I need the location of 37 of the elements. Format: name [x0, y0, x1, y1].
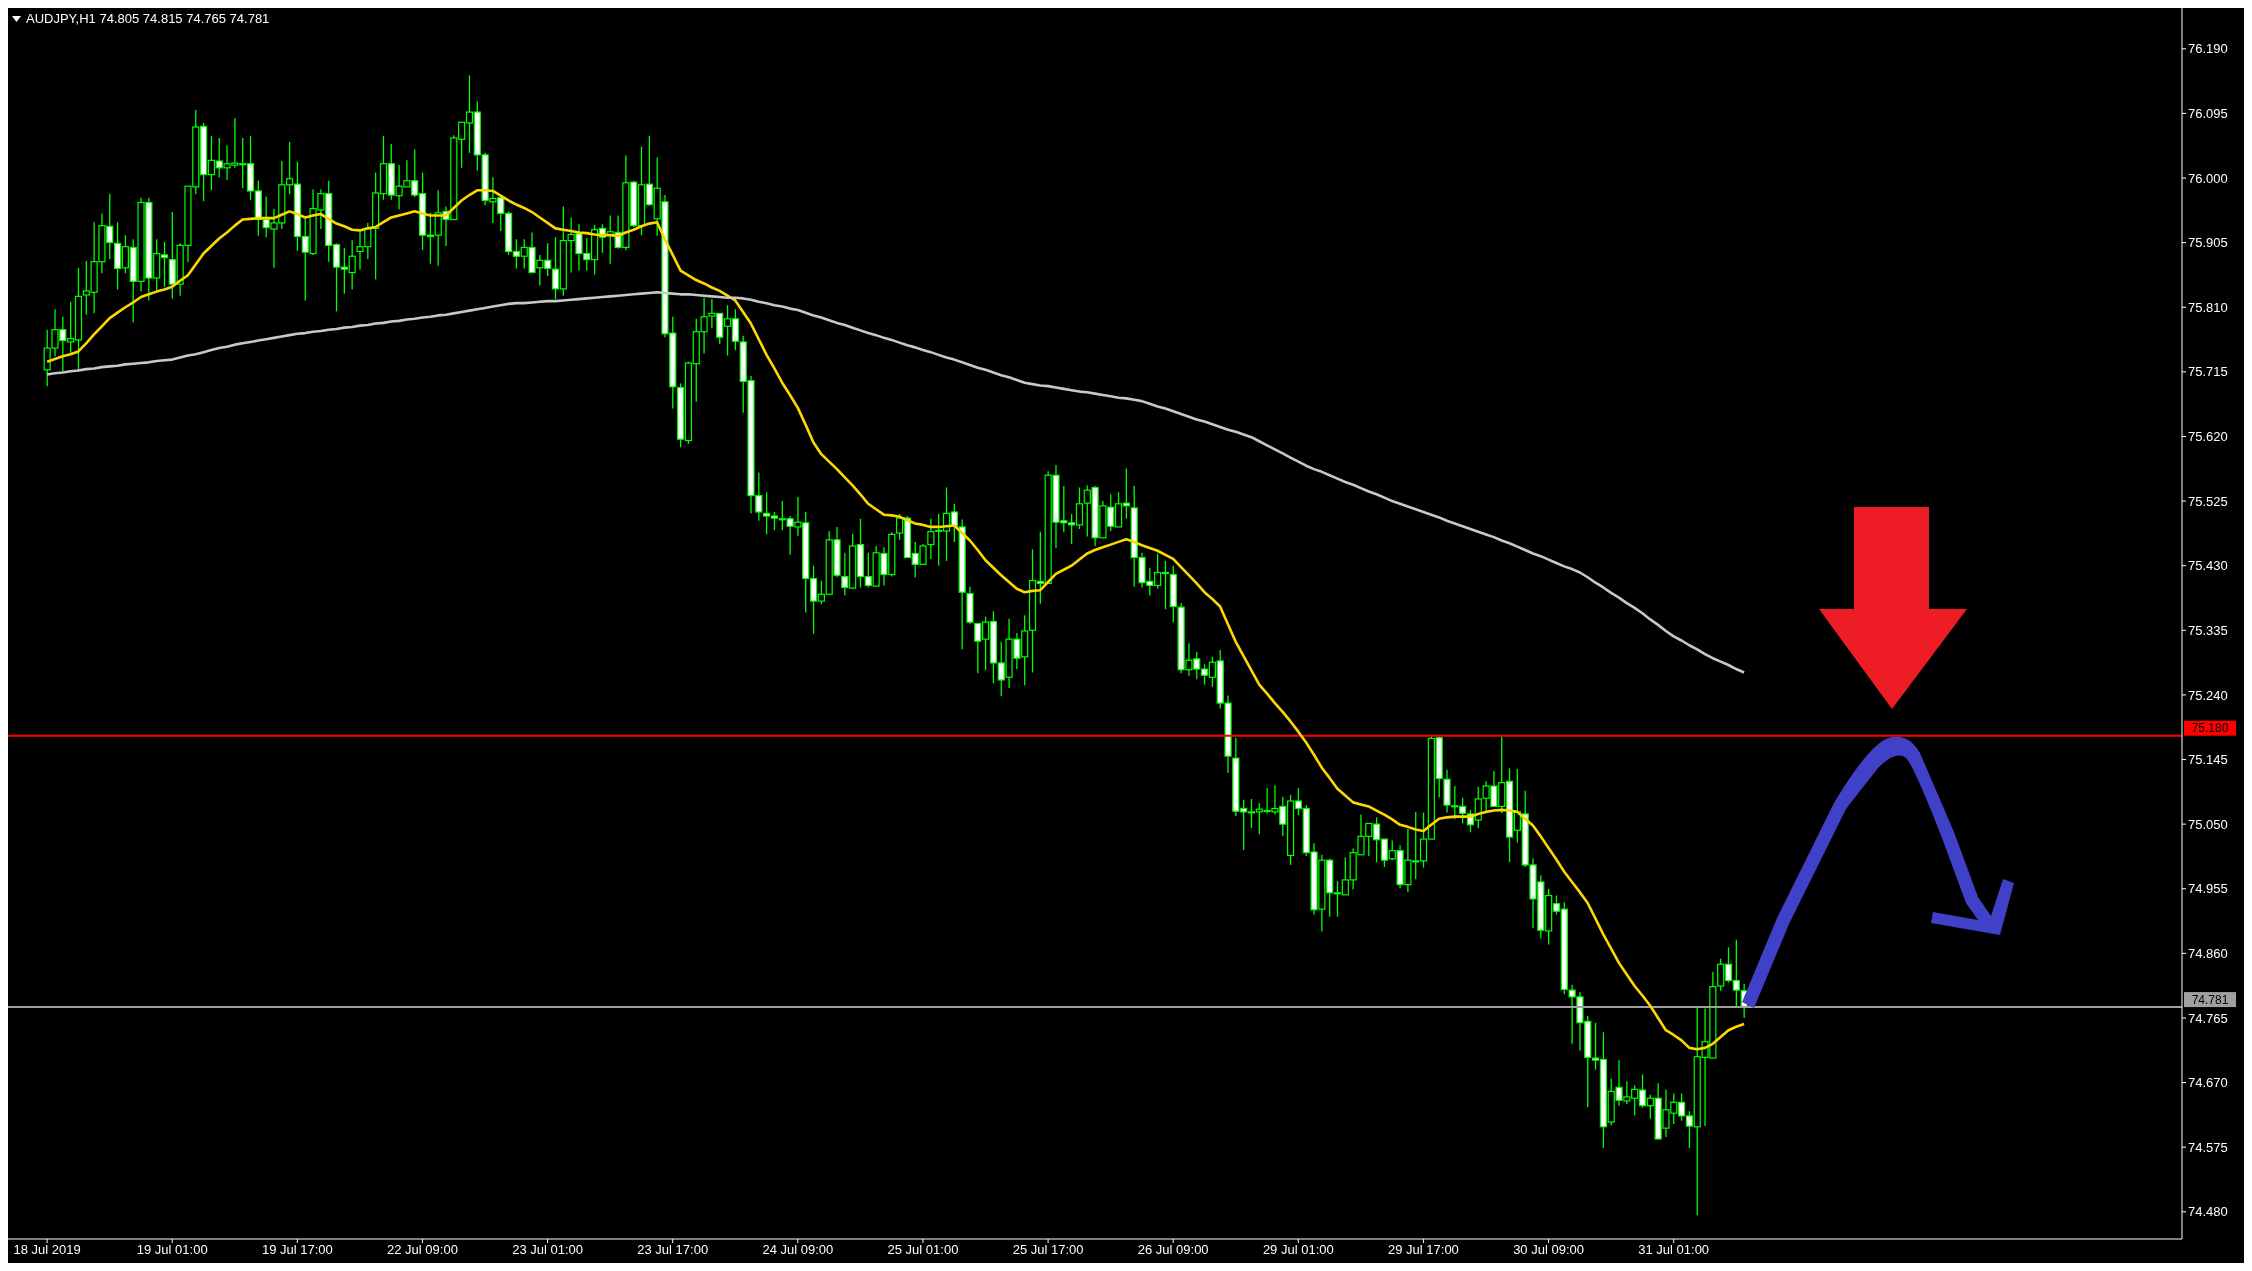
x-tick-label: 24 Jul 09:00 — [762, 1242, 834, 1258]
y-tick-label: 75.335 — [2188, 622, 2228, 638]
y-tick-label: 74.765 — [2188, 1010, 2228, 1026]
x-tick-label: 19 Jul 17:00 — [261, 1242, 333, 1258]
y-tick-label: 74.670 — [2188, 1075, 2228, 1091]
y-tick-label: 75.240 — [2188, 687, 2228, 703]
line-series — [45, 290, 1746, 674]
y-tick-label: 74.955 — [2188, 881, 2228, 897]
x-tick-label: 25 Jul 17:00 — [1012, 1242, 1084, 1258]
y-tick-label: 75.715 — [2188, 364, 2228, 380]
y-tick-label: 75.620 — [2188, 429, 2228, 445]
y-tick-label: 74.860 — [2188, 945, 2228, 961]
x-tick-label: 30 Jul 09:00 — [1513, 1242, 1584, 1258]
y-tick-label: 76.000 — [2188, 170, 2228, 186]
chart-title: AUDJPY,H1 74.805 74.815 74.765 74.781 — [26, 11, 270, 26]
y-tick-label: 75.050 — [2188, 816, 2228, 832]
ref-line-label: 74.781 — [2191, 992, 2229, 1007]
y-tick-label: 74.480 — [2188, 1204, 2228, 1220]
x-tick-label: 18 Jul 2019 — [13, 1242, 81, 1258]
y-tick-label: 75.525 — [2188, 493, 2228, 509]
x-tick-label: 23 Jul 17:00 — [637, 1242, 709, 1258]
x-tick-label: 23 Jul 01:00 — [512, 1242, 584, 1258]
ref-line-label: 75.180 — [2191, 721, 2229, 736]
y-tick-label: 75.810 — [2188, 299, 2228, 315]
x-tick-label: 22 Jul 09:00 — [387, 1242, 458, 1258]
y-tick-label: 74.575 — [2188, 1139, 2228, 1155]
y-tick-label: 75.430 — [2188, 558, 2228, 574]
y-tick-label: 76.095 — [2188, 106, 2228, 122]
y-tick-label: 75.145 — [2188, 752, 2228, 768]
x-tick-label: 19 Jul 01:00 — [136, 1242, 208, 1258]
x-tick-label: 26 Jul 09:00 — [1137, 1242, 1209, 1258]
y-tick-label: 76.190 — [2188, 41, 2228, 57]
x-tick-label: 29 Jul 01:00 — [1262, 1242, 1334, 1258]
y-tick-label: 75.905 — [2188, 235, 2228, 251]
x-tick-label: 31 Jul 01:00 — [1638, 1242, 1710, 1258]
x-tick-label: 25 Jul 01:00 — [887, 1242, 959, 1258]
x-tick-label: 29 Jul 17:00 — [1388, 1242, 1459, 1258]
